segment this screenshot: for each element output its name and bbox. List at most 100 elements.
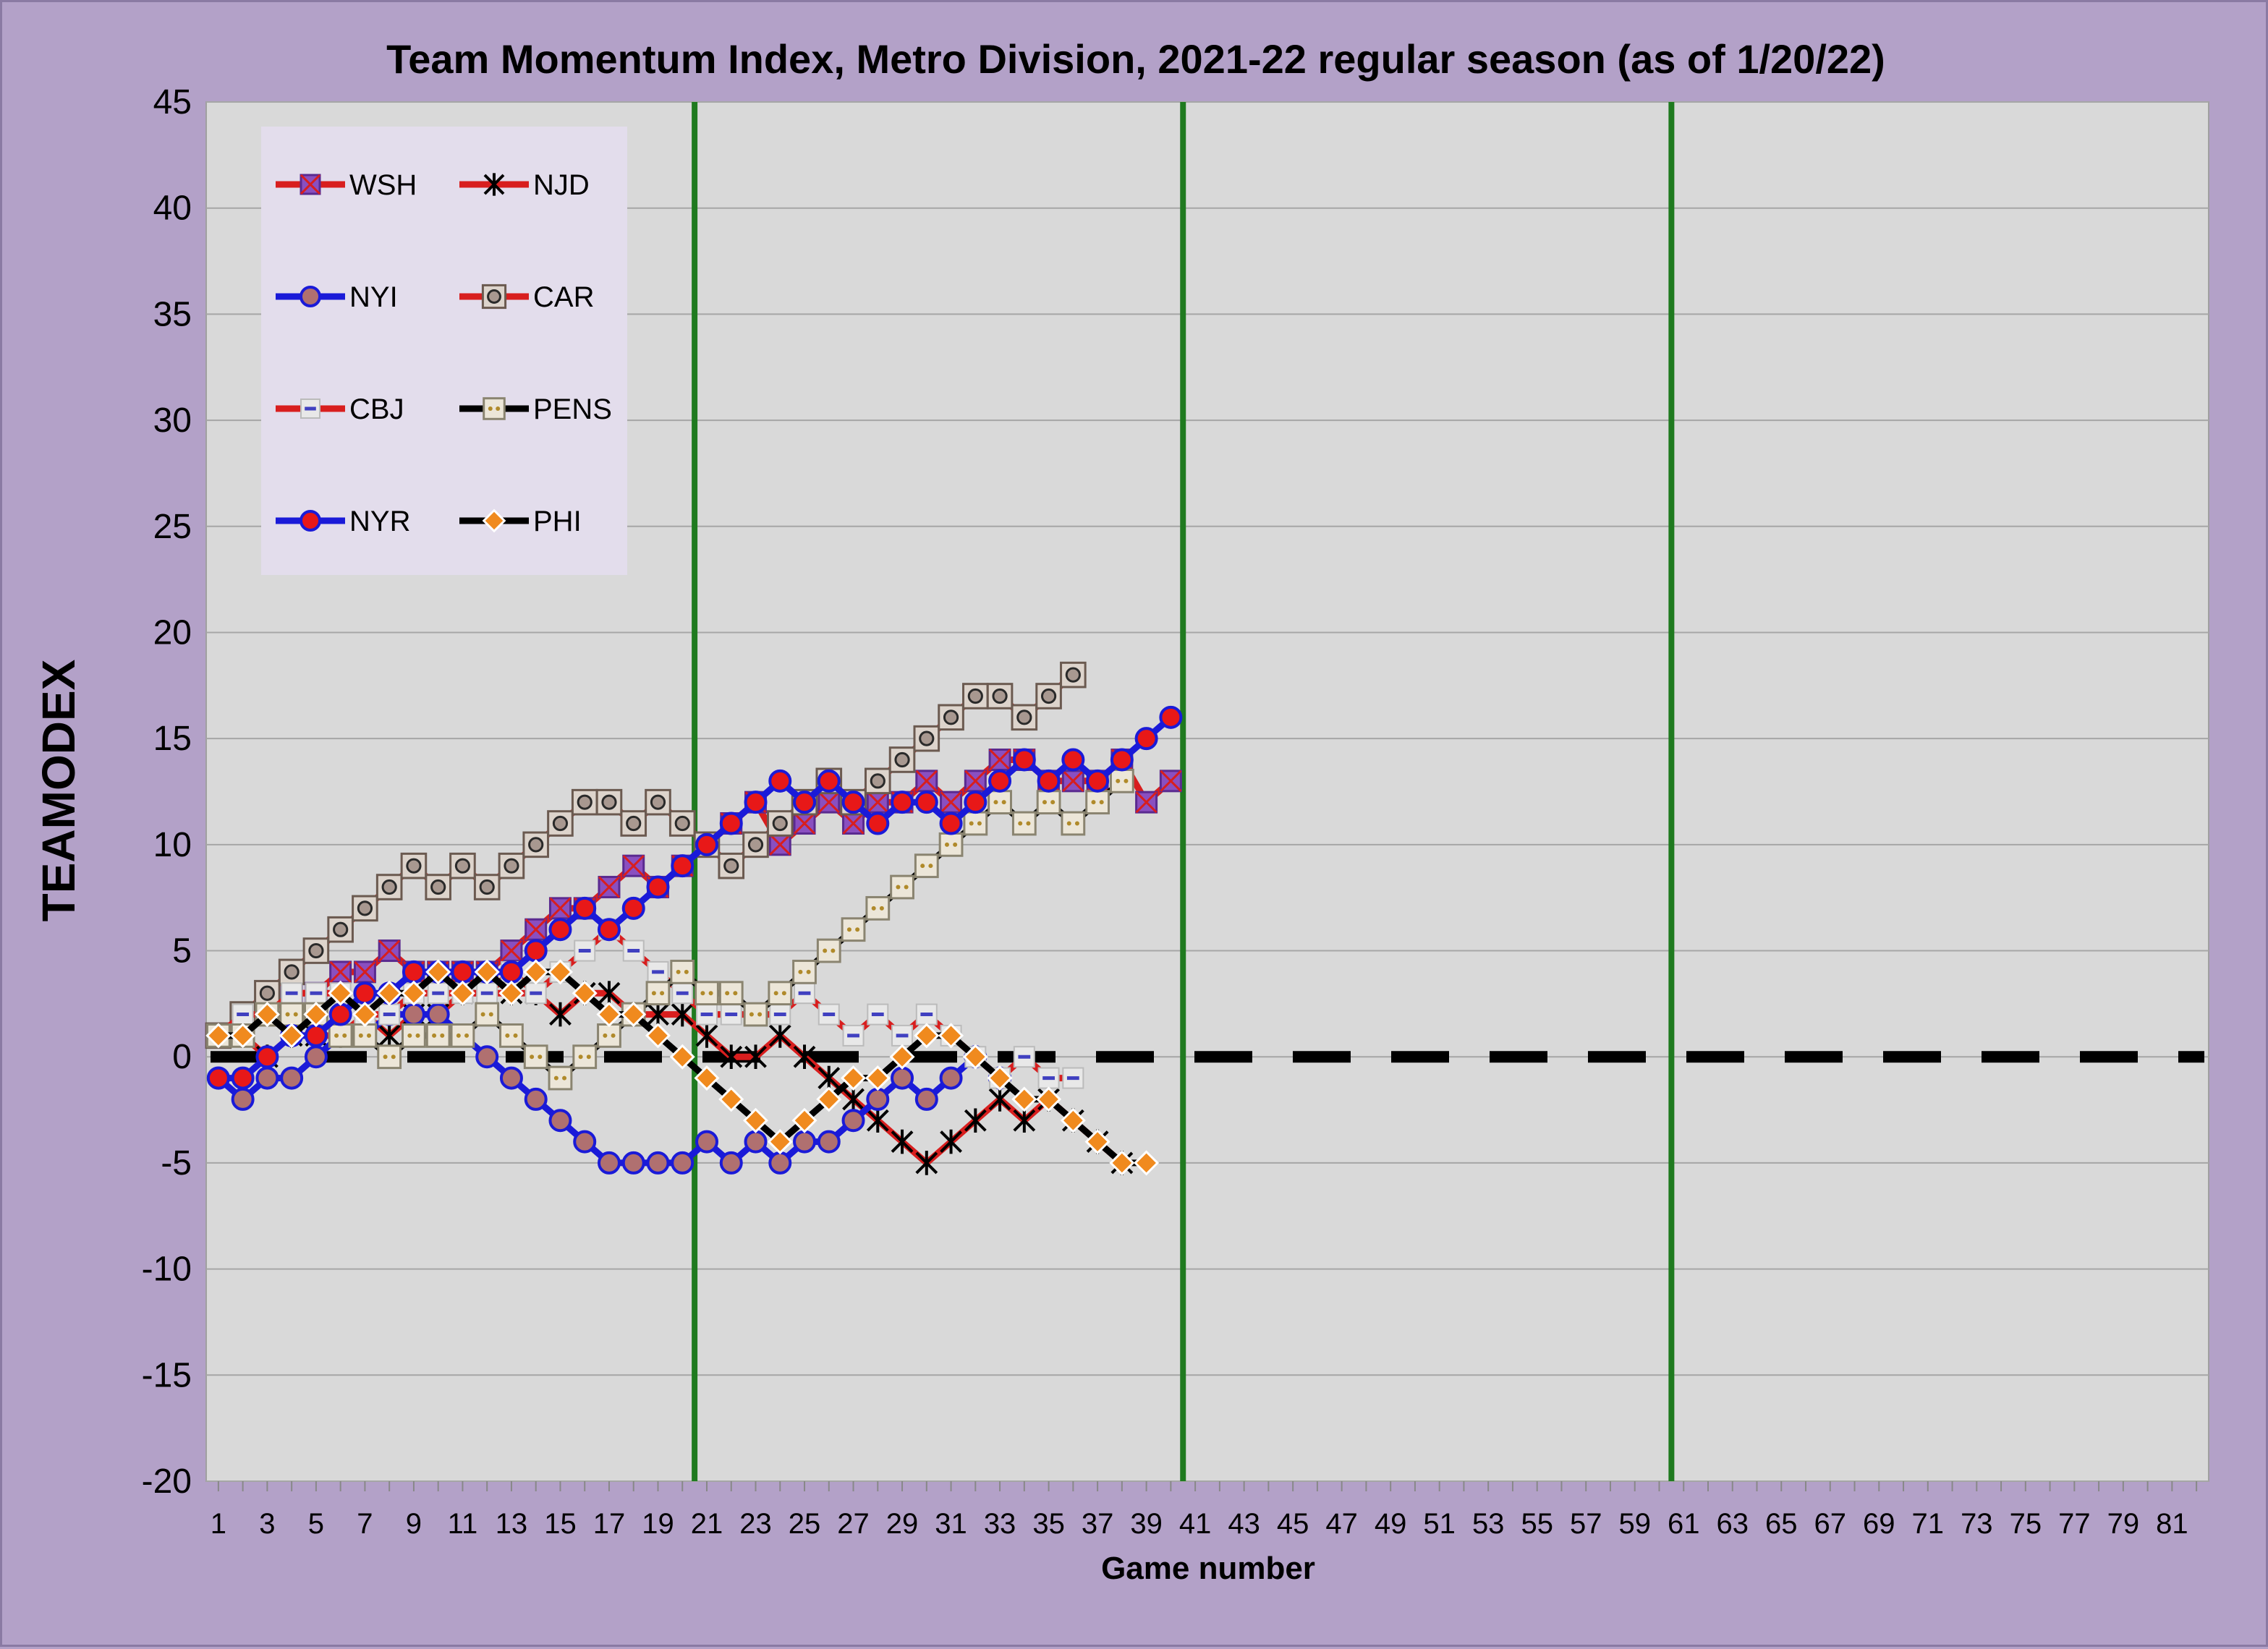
data-point-pens-dot bbox=[651, 991, 656, 996]
data-point-nyi bbox=[499, 1066, 523, 1090]
x-tick-label: 11 bbox=[448, 1508, 478, 1540]
data-point-nyr bbox=[328, 1002, 352, 1026]
data-point-phi bbox=[596, 1002, 622, 1028]
data-point-pens bbox=[841, 917, 866, 942]
legend-swatch-marker-cross bbox=[300, 174, 321, 195]
data-point-phi bbox=[328, 980, 354, 1006]
data-point-pens bbox=[377, 1044, 402, 1070]
data-point-nyi bbox=[768, 1151, 792, 1175]
data-point-pens bbox=[768, 981, 793, 1006]
y-tick-label: 20 bbox=[153, 613, 192, 652]
data-point-nyr bbox=[939, 811, 963, 835]
data-point-pens-dot bbox=[1124, 778, 1129, 783]
data-point-njd bbox=[744, 1044, 767, 1070]
data-point-car-emblem bbox=[430, 879, 446, 895]
data-point-wsh-cross bbox=[622, 855, 645, 877]
data-point-nyr bbox=[402, 960, 425, 984]
data-point-pens bbox=[1109, 768, 1134, 793]
data-point-car-emblem bbox=[454, 858, 471, 874]
data-point-nyi bbox=[891, 1066, 914, 1090]
data-point-car-emblem bbox=[357, 900, 373, 916]
x-tick-label: 27 bbox=[837, 1508, 870, 1540]
data-point-car-emblem bbox=[504, 858, 519, 874]
y-tick-label: 10 bbox=[153, 826, 192, 864]
data-point-nyr bbox=[695, 832, 718, 856]
x-axis-label: Game number bbox=[1101, 1551, 1315, 1586]
data-point-pens bbox=[988, 790, 1012, 815]
data-point-njd bbox=[793, 1044, 816, 1070]
legend-swatch-marker-dot bbox=[496, 406, 501, 411]
data-point-phi bbox=[498, 980, 524, 1006]
data-point-wsh-cross bbox=[842, 812, 865, 835]
data-point-pens-dot bbox=[806, 969, 811, 974]
data-point-wsh-cross bbox=[329, 960, 352, 983]
data-point-phi bbox=[1134, 1150, 1160, 1176]
data-point-pens-dot bbox=[879, 906, 884, 911]
data-point-car bbox=[938, 704, 964, 731]
data-point-wsh-cross bbox=[354, 960, 376, 983]
x-tick-label: 19 bbox=[642, 1508, 674, 1540]
x-tick-label: 35 bbox=[1032, 1508, 1065, 1540]
x-tick-label: 49 bbox=[1375, 1508, 1407, 1540]
data-point-pens bbox=[425, 1023, 451, 1048]
data-point-pens bbox=[816, 938, 841, 963]
data-point-nyr bbox=[841, 791, 865, 814]
data-point-njd bbox=[671, 1002, 694, 1027]
data-point-nyr bbox=[988, 769, 1012, 793]
x-tick-label: 53 bbox=[1472, 1508, 1505, 1540]
data-point-njd bbox=[915, 1151, 938, 1175]
series-layer bbox=[205, 661, 1183, 1176]
x-tick-label: 67 bbox=[1814, 1508, 1847, 1540]
data-point-nyi bbox=[695, 1130, 718, 1154]
x-tick-label: 25 bbox=[789, 1508, 821, 1540]
data-point-pens bbox=[890, 874, 914, 900]
data-point-njd bbox=[768, 1023, 791, 1048]
data-point-wsh-cross bbox=[769, 833, 791, 856]
data-point-nyi bbox=[841, 1109, 865, 1133]
data-point-car bbox=[1060, 661, 1087, 689]
legend-label: NJD bbox=[533, 169, 590, 201]
data-point-wsh-cross bbox=[524, 919, 547, 941]
data-point-pens-dot bbox=[407, 1033, 412, 1038]
y-tick-label: 25 bbox=[153, 508, 192, 546]
data-point-pens-dot bbox=[846, 927, 851, 932]
data-point-njd bbox=[647, 1002, 669, 1027]
data-point-car-emblem bbox=[870, 773, 885, 789]
data-point-phi bbox=[230, 1023, 256, 1049]
legend-entry-pens: PENS bbox=[459, 393, 612, 425]
data-point-pens-dot bbox=[920, 864, 925, 869]
data-point-pens-dot bbox=[553, 1075, 558, 1081]
x-tick-label: 29 bbox=[886, 1508, 919, 1540]
data-point-nyr bbox=[255, 1045, 279, 1069]
x-tick-label: 31 bbox=[935, 1508, 967, 1540]
data-point-pens-dot bbox=[798, 969, 803, 974]
data-point-car-emblem bbox=[992, 688, 1008, 704]
data-point-phi bbox=[303, 1002, 329, 1028]
data-point-phi bbox=[791, 1107, 817, 1133]
data-point-phi bbox=[572, 980, 598, 1006]
y-tick-label: 0 bbox=[172, 1038, 192, 1076]
x-tick-label: 39 bbox=[1130, 1508, 1163, 1540]
data-point-nyr bbox=[744, 791, 768, 814]
data-point-car-emblem bbox=[479, 879, 495, 895]
data-point-nyr bbox=[1159, 705, 1183, 729]
data-point-pens-dot bbox=[700, 991, 705, 996]
data-point-phi bbox=[474, 959, 500, 985]
data-point-pens-dot bbox=[684, 969, 689, 974]
data-point-pens-dot bbox=[749, 1012, 754, 1017]
data-point-pens-dot bbox=[456, 1033, 461, 1038]
data-point-pens-dot bbox=[1116, 778, 1121, 783]
data-point-pens bbox=[548, 1065, 573, 1091]
data-point-pens bbox=[963, 811, 988, 836]
data-point-wsh-cross bbox=[378, 939, 401, 962]
data-point-njd bbox=[695, 1023, 718, 1048]
y-tick-label: 40 bbox=[153, 189, 192, 228]
data-point-car-emblem bbox=[601, 794, 617, 810]
data-point-car-emblem bbox=[381, 879, 397, 895]
data-point-phi bbox=[1060, 1107, 1086, 1133]
data-point-njd bbox=[549, 1002, 572, 1027]
data-point-car-emblem bbox=[894, 751, 910, 768]
legend-label: NYR bbox=[349, 506, 410, 537]
